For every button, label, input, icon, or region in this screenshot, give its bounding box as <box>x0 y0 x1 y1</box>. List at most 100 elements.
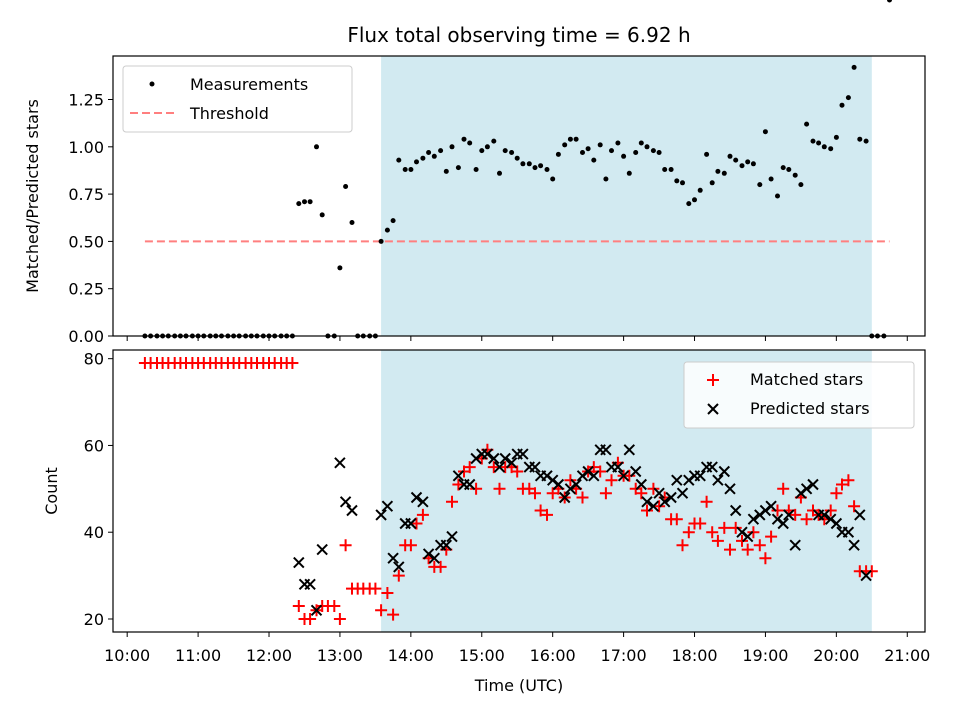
measurement-point <box>633 150 639 155</box>
top-legend: Measurements Threshold <box>122 65 353 133</box>
measurement-point <box>550 176 556 182</box>
x-tick-label: 16:00 <box>530 646 576 665</box>
measurement-point <box>887 0 892 3</box>
measurement-point <box>839 102 845 108</box>
x-tick-label: 13:00 <box>317 646 363 665</box>
measurement-point <box>544 167 550 172</box>
measurement-point <box>497 170 502 176</box>
measurement-point <box>662 167 668 172</box>
x-tick-label: 21:00 <box>884 646 930 665</box>
legend-predicted-label: Predicted stars <box>750 399 870 418</box>
measurement-point <box>526 161 532 167</box>
measurement-point <box>715 168 721 174</box>
predicted-star-marker <box>505 457 518 469</box>
matched-star-marker <box>304 613 317 625</box>
matched-star-marker <box>511 465 524 478</box>
bottom-y-tick-label: 80 <box>84 350 104 369</box>
predicted-star-marker <box>718 465 731 478</box>
bottom-y-axis-label: Count <box>42 467 61 515</box>
measurement-point <box>650 148 656 154</box>
measurement-point <box>473 167 479 172</box>
matched-star-marker <box>700 495 713 508</box>
measurement-point <box>426 150 432 155</box>
measurement-point <box>704 151 710 157</box>
measurement-point <box>709 180 715 186</box>
predicted-star-marker <box>612 461 624 473</box>
predicted-star-marker <box>694 470 706 482</box>
predicted-star-marker <box>647 500 660 512</box>
top-plot-frame <box>112 55 926 337</box>
matched-star-marker <box>724 543 736 556</box>
matched-star-marker <box>375 604 388 617</box>
measurement-point <box>686 201 692 207</box>
matched-star-marker <box>594 465 607 478</box>
measurement-point <box>810 138 816 144</box>
matched-star-marker <box>706 526 719 539</box>
matched-star-marker <box>718 521 731 534</box>
matched-star-marker <box>452 478 465 491</box>
matched-star-marker <box>286 357 299 369</box>
matched-star-marker <box>842 474 855 487</box>
matched-star-marker <box>747 526 760 539</box>
measurement-point <box>555 151 561 157</box>
predicted-star-marker <box>600 444 612 456</box>
measurement-point <box>538 163 544 169</box>
predicted-star-marker <box>629 465 642 478</box>
measurement-point <box>745 159 751 165</box>
measurement-point <box>520 161 526 167</box>
predicted-star-marker <box>800 483 813 495</box>
predicted-star-marker <box>854 509 866 521</box>
matched-star-marker <box>682 526 695 539</box>
measurement-point <box>775 193 780 199</box>
measurement-point <box>384 227 390 233</box>
top-y-tick-label: 0.75 <box>68 185 104 204</box>
top-panel: 0.00 0.25 0.50 0.75 1.00 1.25 Matched/Predict… <box>23 0 926 346</box>
measurement-point <box>821 144 827 150</box>
matched-star-marker <box>410 517 423 530</box>
matched-star-marker <box>392 569 405 582</box>
predicted-star-marker <box>481 448 494 460</box>
matched-star-marker <box>736 534 748 547</box>
predicted-star-marker <box>635 478 648 491</box>
predicted-star-marker <box>558 491 571 504</box>
measurement-point <box>656 150 662 155</box>
bottom-y-tick-label: 60 <box>84 436 104 455</box>
matched-star-marker <box>759 552 772 565</box>
measurement-point <box>467 140 473 146</box>
top-y-axis-label: Matched/Predicted stars <box>23 99 42 293</box>
matched-star-marker <box>599 487 612 500</box>
measurement-point <box>502 148 508 154</box>
matched-star-marker <box>605 474 618 487</box>
top-y-tick-label: 1.00 <box>68 138 104 157</box>
matched-star-marker <box>653 500 666 513</box>
measurement-point <box>302 199 307 205</box>
predicted-star-marker <box>440 539 453 551</box>
predicted-star-marker <box>783 509 795 521</box>
measurement-point <box>343 184 349 189</box>
predicted-star-marker <box>334 457 346 469</box>
predicted-star-marker <box>410 491 423 504</box>
predicted-star-marker <box>765 500 777 512</box>
matched-star-marker <box>676 539 689 552</box>
predicted-star-marker <box>665 491 677 504</box>
predicted-star-marker <box>706 461 718 473</box>
measurement-point <box>857 136 863 142</box>
measurement-point <box>449 144 455 150</box>
predicted-star-marker <box>588 470 600 482</box>
predicted-star-marker <box>671 474 683 486</box>
measurement-point <box>833 134 839 140</box>
measurement-point <box>420 155 426 161</box>
top-legend-box <box>122 65 353 133</box>
measurement-point <box>378 238 384 244</box>
legend-predicted-marker <box>707 403 719 415</box>
measurement-point <box>609 148 614 154</box>
bottom-plot-frame <box>112 349 926 633</box>
measurement-point <box>461 136 467 142</box>
predicted-star-marker <box>393 561 405 573</box>
matched-star-marker <box>529 487 541 500</box>
measurement-point <box>479 148 485 154</box>
measurement-point <box>721 170 727 176</box>
predicted-star-marker <box>310 604 323 617</box>
predicted-star-marker <box>452 470 465 482</box>
matched-star-marker <box>463 461 476 474</box>
